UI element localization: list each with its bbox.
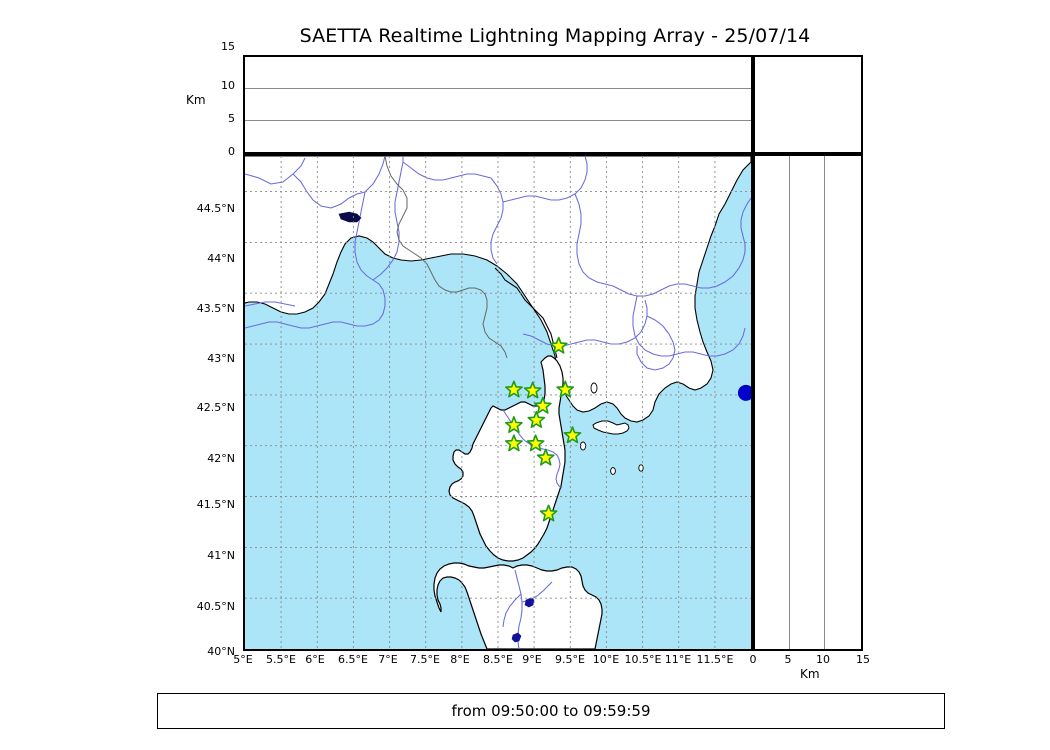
east-tick-10: 10	[816, 653, 830, 666]
altitude-tick-10: 10	[221, 79, 235, 92]
altitude-gridline-5	[245, 120, 751, 121]
sardinia-lake-south	[511, 632, 522, 643]
altitude-tick-5: 5	[228, 112, 235, 125]
corner-panel	[753, 55, 863, 154]
station-star-marker[interactable]	[536, 448, 555, 466]
station-star-marker[interactable]	[527, 410, 546, 428]
lon-tick-6: 6°E	[305, 653, 325, 666]
station-star-marker[interactable]	[533, 396, 552, 414]
map-panel[interactable]	[243, 154, 753, 651]
lat-tick-40: 40°N	[207, 645, 235, 658]
east-gridline-5	[789, 156, 790, 649]
east-axis-label: Km	[800, 667, 820, 681]
lat-tick-44: 44°N	[207, 252, 235, 265]
mainland-lake	[338, 211, 362, 223]
lon-tick-7: 7°E	[378, 653, 398, 666]
lat-tick-44-5: 44.5°N	[196, 202, 235, 215]
islet-montecristo	[638, 464, 644, 472]
lon-tick-11: 11°E	[664, 653, 692, 666]
east-tick-0: 0	[749, 653, 757, 666]
altitude-tick-15: 15	[221, 40, 235, 53]
lon-tick-5-5: 5.5°E	[266, 653, 296, 666]
altitude-axis-label: Km	[186, 93, 206, 107]
station-star-marker[interactable]	[523, 381, 542, 399]
station-star-marker[interactable]	[539, 504, 558, 522]
time-range-text: from 09:50:00 to 09:59:59	[451, 702, 651, 720]
lon-tick-9: 9°E	[522, 653, 542, 666]
station-star-marker[interactable]	[505, 416, 523, 434]
altitude-tick-0: 0	[228, 145, 235, 158]
lat-tick-40-5: 40.5°N	[196, 600, 235, 613]
lat-tick-43-5: 43.5°N	[196, 302, 235, 315]
altitude-gridline-10	[245, 88, 751, 89]
east-tick-15: 15	[856, 653, 870, 666]
mainland-landmass	[245, 156, 751, 423]
lat-tick-43: 43°N	[207, 352, 235, 365]
lat-tick-41-5: 41.5°N	[196, 498, 235, 511]
page-title: SAETTA Realtime Lightning Mapping Array …	[299, 25, 811, 47]
political-border	[384, 156, 508, 359]
corsica-landmass	[448, 355, 566, 562]
lon-tick-11-5: 11.5°E	[696, 653, 734, 666]
altitude-longitude-panel	[243, 55, 753, 154]
lat-tick-42: 42°N	[207, 452, 235, 465]
map-canvas	[245, 156, 751, 649]
station-star-marker[interactable]	[505, 434, 523, 452]
lon-tick-9-5: 9.5°E	[555, 653, 585, 666]
islet-gorgona	[590, 382, 598, 394]
station-star-marker[interactable]	[549, 336, 568, 354]
lon-tick-5: 5°E	[233, 653, 253, 666]
elba-island	[592, 420, 630, 435]
lat-tick-41: 41°N	[207, 549, 235, 562]
station-star-marker[interactable]	[563, 426, 582, 444]
lon-tick-7-5: 7.5°E	[410, 653, 440, 666]
lon-tick-8-5: 8.5°E	[483, 653, 513, 666]
blue-dot-marker[interactable]	[737, 384, 751, 401]
lat-tick-42-5: 42.5°N	[196, 401, 235, 414]
lon-tick-10-5: 10.5°E	[624, 653, 662, 666]
river-network	[245, 156, 751, 371]
station-star-marker[interactable]	[505, 380, 523, 398]
lon-tick-10: 10°E	[592, 653, 620, 666]
east-gridline-10	[824, 156, 825, 649]
station-markers[interactable]	[505, 336, 582, 522]
islet-pianosa	[610, 467, 616, 475]
station-star-marker[interactable]	[526, 434, 545, 452]
lon-tick-6-5: 6.5°E	[338, 653, 368, 666]
sardinia-landmass	[433, 562, 603, 649]
lon-tick-8: 8°E	[450, 653, 470, 666]
ligurian-coast	[494, 267, 558, 359]
blue-marker-group[interactable]	[737, 384, 751, 401]
altitude-latitude-panel	[753, 154, 863, 651]
station-star-marker[interactable]	[556, 380, 575, 398]
graticule	[245, 156, 751, 649]
time-range-statusbar: from 09:50:00 to 09:59:59	[157, 693, 945, 729]
east-tick-5: 5	[784, 653, 792, 666]
